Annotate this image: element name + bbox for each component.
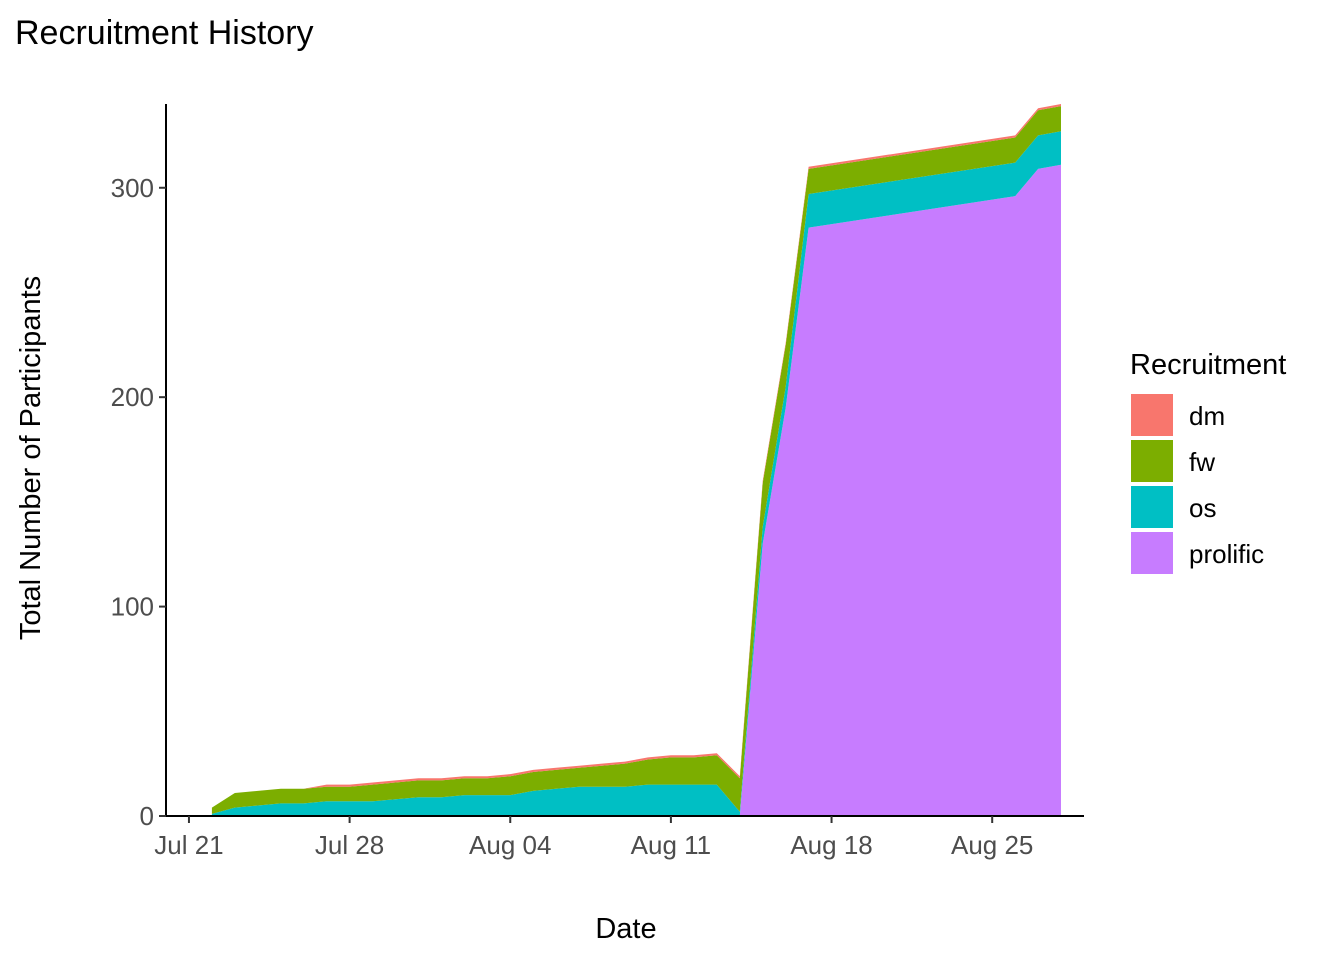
- legend-label-dm: dm: [1189, 401, 1225, 431]
- x-tick-label: Aug 11: [631, 830, 711, 860]
- x-tick-label: Aug 25: [951, 830, 1033, 860]
- legend-swatch-prolific: [1131, 532, 1173, 574]
- x-tick-label: Aug 04: [469, 830, 551, 860]
- legend-swatch-dm: [1131, 394, 1173, 436]
- x-axis-title: Date: [595, 913, 656, 945]
- legend-title: Recruitment: [1130, 349, 1286, 381]
- legend-label-prolific: prolific: [1189, 539, 1264, 569]
- legend-label-os: os: [1189, 493, 1216, 523]
- x-tick-label: Aug 18: [790, 830, 872, 860]
- legend-swatch-os: [1131, 486, 1173, 528]
- y-axis-ticks: 0 100 200 300: [111, 173, 166, 831]
- area-series-prolific: [211, 164, 1061, 816]
- legend-label-fw: fw: [1189, 447, 1215, 477]
- y-axis-title: Total Number of Participants: [15, 276, 47, 640]
- area-series-os: [211, 131, 1061, 816]
- y-tick-label: 100: [111, 592, 154, 622]
- x-tick-label: Jul 28: [315, 830, 384, 860]
- x-axis-ticks: Jul 21 Jul 28 Aug 04 Aug 11 Aug 18 Aug 25: [154, 816, 1033, 860]
- y-tick-label: 0: [140, 801, 154, 831]
- y-tick-label: 200: [111, 382, 154, 412]
- legend-swatch-fw: [1131, 440, 1173, 482]
- y-tick-label: 300: [111, 173, 154, 203]
- legend: Recruitment dm fw os prolific: [1130, 349, 1286, 574]
- x-tick-label: Jul 21: [154, 830, 223, 860]
- area-series-layer: [211, 104, 1061, 816]
- legend-items: dm fw os prolific: [1131, 394, 1264, 574]
- chart-title: Recruitment History: [15, 14, 314, 52]
